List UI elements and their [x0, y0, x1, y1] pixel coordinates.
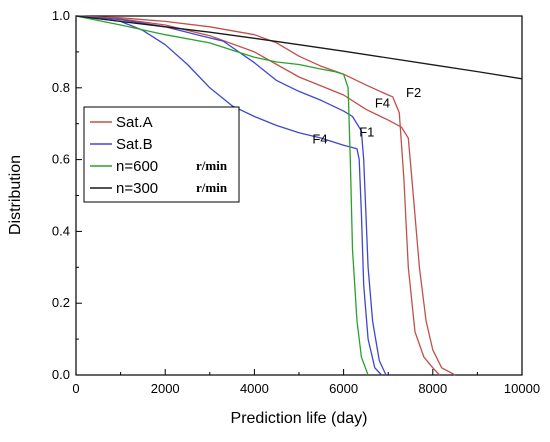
x-tick-label: 0 — [72, 381, 79, 396]
legend-label: n=600 — [116, 158, 158, 175]
y-tick-label: 0.4 — [52, 223, 70, 238]
x-tick-label: 10000 — [504, 381, 540, 396]
x-tick-label: 6000 — [329, 381, 358, 396]
legend-label: Sat.A — [116, 114, 153, 131]
annotation-label: F4 — [312, 131, 327, 146]
annotation-label: F1 — [359, 124, 374, 139]
legend-box — [83, 106, 240, 203]
x-tick-label: 8000 — [418, 381, 447, 396]
x-tick-label: 4000 — [240, 381, 269, 396]
series-line-sat-b — [75, 15, 387, 376]
series-lines — [75, 15, 523, 376]
annotation-label: F2 — [406, 85, 421, 100]
series-line-n-600 — [75, 15, 369, 376]
y-axis-ticks: 0.0 0.2 0.4 0.6 0.8 1.0 — [52, 8, 82, 382]
x-axis-title: Prediction life (day) — [231, 410, 368, 427]
x-tick-label: 2000 — [151, 381, 180, 396]
x-axis-ticks: 0 2000 4000 6000 8000 10000 — [72, 369, 540, 396]
legend-unit: r/min — [196, 158, 228, 173]
series-line-sat-a — [75, 15, 440, 376]
legend-unit: r/min — [196, 180, 228, 195]
y-tick-label: 1.0 — [52, 8, 70, 23]
series-line-n-300 — [75, 15, 523, 80]
legend-label: Sat.B — [116, 136, 153, 153]
y-tick-label: 0.8 — [52, 80, 70, 95]
legend: Sat.A Sat.B n=600 r/min n=300 r/min — [83, 106, 240, 203]
series-line-sat-b — [75, 15, 382, 376]
annotation-label: F4 — [375, 96, 390, 111]
legend-label: n=300 — [116, 180, 158, 197]
series-line-sat-a — [75, 15, 456, 376]
y-tick-label: 0.6 — [52, 152, 70, 167]
y-tick-label: 0.0 — [52, 367, 70, 382]
y-tick-label: 0.2 — [52, 295, 70, 310]
y-axis-title: Distribution — [7, 155, 24, 235]
